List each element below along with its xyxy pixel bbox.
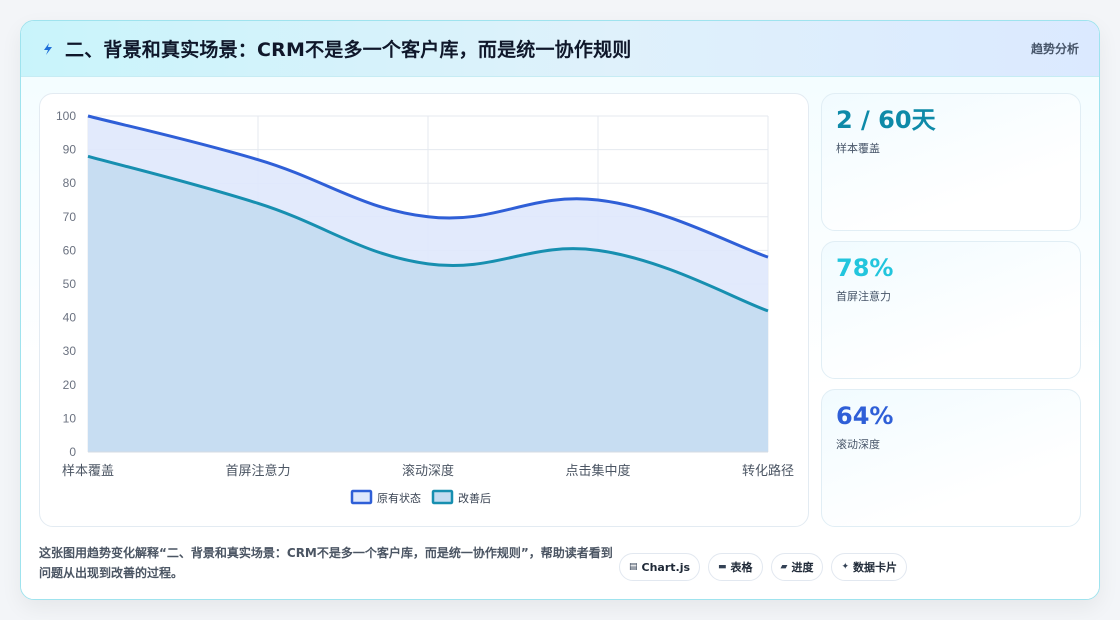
- y-tick-label: 70: [63, 210, 77, 224]
- x-tick-label: 首屏注意力: [225, 463, 290, 479]
- pill-label: 表格: [730, 561, 753, 574]
- chart-panel: 0 10 20 30 40 50 60 70 80 90 100 样本覆盖 首屏注意力 滚动深度 点击集中度…: [39, 93, 809, 527]
- series-line-0: [87, 114, 769, 259]
- chart-description: 这张图用趋势变化解释“二、背景和真实场景：CRM不是多一个客户库，而是统一协作规…: [39, 546, 613, 580]
- progress-icon: ▰: [780, 562, 788, 572]
- pill-chartjs[interactable]: ▤ Chart.js: [619, 553, 701, 581]
- pill-table[interactable]: ▬ 表格: [708, 553, 763, 581]
- y-tick-label: 30: [63, 344, 77, 358]
- y-tick-label: 50: [63, 277, 77, 291]
- stat-value: 2 / 60天: [836, 106, 936, 134]
- y-tick-label: 0: [69, 445, 76, 459]
- area-chart: 0 10 20 30 40 50 60 70 80 90 100 样本覆盖 首屏注意力 滚动深度 点击集中度…: [56, 109, 794, 505]
- y-tick-label: 20: [63, 378, 77, 392]
- pill-label: 进度: [791, 561, 814, 574]
- y-tick-label: 80: [63, 176, 77, 190]
- feature-pills: ▤ Chart.js ▬ 表格 ▰ 进度 ✦ 数据卡片: [619, 553, 908, 581]
- y-tick-label: 40: [63, 311, 77, 325]
- x-tick-label: 滚动深度: [402, 463, 454, 479]
- pill-data-cards[interactable]: ✦ 数据卡片: [831, 553, 908, 581]
- stat-card-scroll-depth: 64% 滚动深度: [821, 389, 1081, 527]
- sparkle-icon: ✦: [841, 562, 850, 572]
- x-tick-label: 样本覆盖: [62, 464, 114, 479]
- y-tick-label: 60: [63, 243, 77, 257]
- series-line-1: [87, 154, 769, 313]
- legend-swatch: [431, 489, 454, 505]
- y-tick-label: 10: [63, 411, 77, 425]
- pill-label: Chart.js: [641, 560, 691, 574]
- trend-analysis-tag: 趋势分析: [1030, 42, 1079, 56]
- card-body: 0 10 20 30 40 50 60 70 80 90 100 样本覆盖 首屏注意力 滚动深度 点击集中度…: [21, 77, 1099, 599]
- lightning-icon: [44, 42, 52, 55]
- title-wrap: 二、背景和真实场景：CRM不是多一个客户库，而是统一协作规则: [41, 35, 631, 62]
- stat-value: 64%: [836, 402, 894, 430]
- legend-swatch: [350, 489, 373, 505]
- x-tick-label: 转化路径: [742, 463, 794, 479]
- y-tick-label: 100: [56, 109, 76, 123]
- legend-label: 改善后: [458, 491, 491, 505]
- trend-card: 二、背景和真实场景：CRM不是多一个客户库，而是统一协作规则 趋势分析 0 10 2…: [20, 20, 1100, 600]
- pill-progress[interactable]: ▰ 进度: [770, 553, 824, 581]
- stat-card-attention: 78% 首屏注意力: [821, 241, 1081, 379]
- table-icon: ▬: [718, 562, 727, 572]
- stat-value: 78%: [836, 254, 894, 282]
- pill-label: 数据卡片: [853, 561, 898, 574]
- legend-label: 原有状态: [377, 491, 421, 505]
- card-header: 二、背景和真实场景：CRM不是多一个客户库，而是统一协作规则 趋势分析: [21, 21, 1099, 77]
- x-tick-label: 点击集中度: [565, 463, 630, 479]
- stat-label: 样本覆盖: [836, 142, 880, 155]
- y-tick-label: 90: [63, 143, 77, 157]
- stat-card-sample-coverage: 2 / 60天 样本覆盖: [821, 93, 1081, 231]
- series-area-1: [88, 156, 768, 452]
- stat-label: 滚动深度: [836, 438, 880, 451]
- chart-icon: ▤: [629, 562, 638, 572]
- stat-label: 首屏注意力: [836, 290, 891, 303]
- page-title: 二、背景和真实场景：CRM不是多一个客户库，而是统一协作规则: [65, 39, 632, 61]
